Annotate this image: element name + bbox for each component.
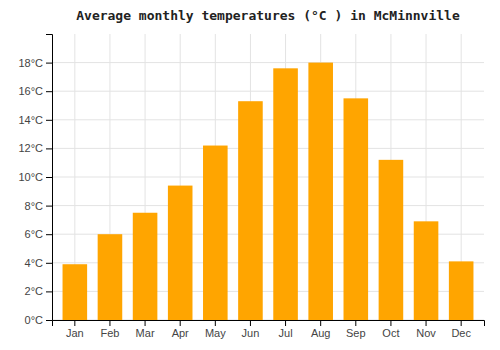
tick-mark: [109, 320, 110, 326]
tick-mark: [145, 320, 146, 326]
tick: 0°C: [25, 314, 52, 326]
tick-label: Jul: [279, 327, 293, 339]
grid: [52, 34, 484, 320]
bar: [414, 221, 439, 320]
tick-mark: [355, 320, 356, 326]
tick: Jul: [279, 320, 293, 339]
tick-mark: [46, 177, 52, 178]
tick-label: 18°C: [18, 57, 43, 69]
tick-mark: [46, 291, 52, 292]
tick: Apr: [172, 320, 189, 339]
y-axis: 0°C 2°C 4°C 6°C 8°C 10°C 12°C 14°C 16°C 18°C: [18, 35, 52, 327]
tick-label: 10°C: [18, 171, 43, 183]
bar: [133, 213, 158, 320]
tick-label: Sep: [346, 327, 366, 339]
tick-label: 8°C: [25, 200, 44, 212]
tick-mark: [46, 234, 52, 235]
tick-mark: [250, 320, 251, 326]
tick-label: Nov: [416, 327, 436, 339]
tick-label: 2°C: [25, 285, 44, 297]
tick-mark: [461, 320, 462, 326]
tick: Sep: [346, 320, 366, 339]
bar: [344, 98, 369, 320]
tick-mark: [46, 148, 52, 149]
tick: 18°C: [18, 57, 52, 69]
tick-label: 6°C: [25, 228, 44, 240]
tick-label: 16°C: [18, 85, 43, 97]
tick: Oct: [382, 320, 399, 339]
bar: [379, 160, 404, 320]
tick-label: Feb: [100, 327, 119, 339]
tick-label: Dec: [451, 327, 471, 339]
tick-mark: [46, 91, 52, 92]
tick-mark: [390, 320, 391, 326]
tick: Aug: [311, 320, 331, 339]
tick-mark: [46, 206, 52, 207]
tick-mark: [215, 320, 216, 326]
tick-label: 4°C: [25, 257, 44, 269]
tick-label: Oct: [382, 327, 399, 339]
tick-mark: [46, 120, 52, 121]
tick: 12°C: [18, 142, 52, 154]
tick: 16°C: [18, 85, 52, 97]
tick-label: Mar: [136, 327, 155, 339]
bars: [63, 63, 474, 320]
grid-line: [52, 91, 484, 92]
grid-line: [52, 148, 484, 149]
tick-mark: [46, 263, 52, 264]
tick-mark: [285, 320, 286, 326]
axis-line: [53, 321, 485, 327]
bar: [273, 68, 298, 320]
grid-line: [52, 205, 484, 206]
tick: Nov: [416, 320, 436, 339]
tick-label: Jan: [66, 327, 84, 339]
bar: [63, 264, 88, 320]
bar: [308, 63, 333, 320]
bar: [168, 186, 193, 320]
tick-mark: [426, 320, 427, 326]
tick: Jun: [242, 320, 260, 339]
title: Average monthly temperatures (°C ) in Mc…: [76, 8, 460, 23]
tick-mark: [46, 320, 52, 321]
tick: 4°C: [25, 257, 52, 269]
tick: 8°C: [25, 200, 52, 212]
bar: [98, 234, 123, 320]
chart: Jan Feb Mar Apr May Jun Jul Aug Sep Oct Nov Dec 0°C 2…: [0, 0, 500, 350]
tick-mark: [46, 63, 52, 64]
bar: [449, 261, 474, 320]
tick-label: Apr: [172, 327, 189, 339]
tick: Dec: [451, 320, 471, 339]
bar: [203, 146, 228, 320]
tick: May: [205, 320, 226, 339]
tick-mark: [180, 320, 181, 326]
bar: [238, 101, 263, 320]
tick-label: Aug: [311, 327, 331, 339]
tick: Feb: [100, 320, 119, 339]
tick: 6°C: [25, 228, 52, 240]
tick: 10°C: [18, 171, 52, 183]
tick: Mar: [136, 320, 155, 339]
axis-line: [46, 35, 53, 321]
tick-label: 12°C: [18, 142, 43, 154]
tick: 2°C: [25, 285, 52, 297]
tick-label: 0°C: [25, 314, 44, 326]
plot: Jan Feb Mar Apr May Jun Jul Aug Sep Oct Nov Dec 0°C 2…: [18, 34, 484, 339]
tick: Jan: [66, 320, 84, 339]
grid-line: [52, 62, 484, 63]
tick-label: 14°C: [18, 114, 43, 126]
tick-mark: [74, 320, 75, 326]
tick-mark: [320, 320, 321, 326]
grid-line: [52, 177, 484, 178]
tick-label: May: [205, 327, 226, 339]
x-axis: Jan Feb Mar Apr May Jun Jul Aug Sep Oct Nov Dec: [53, 320, 485, 339]
tick: 14°C: [18, 114, 52, 126]
tick-label: Jun: [242, 327, 260, 339]
grid-line: [52, 119, 484, 120]
